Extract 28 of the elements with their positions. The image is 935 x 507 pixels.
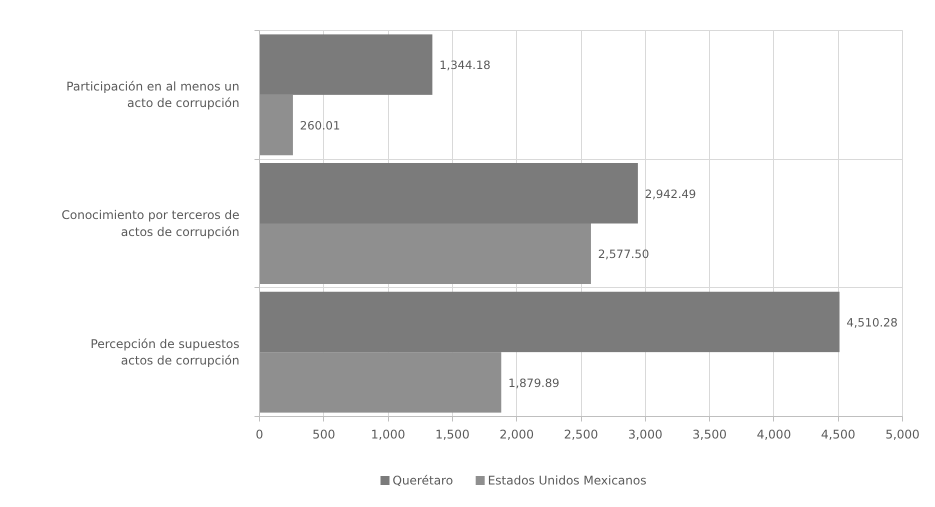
y-tick-label: Conocimiento por terceros de actos de corrupción <box>62 208 240 239</box>
x-tick-label: 1,500 <box>435 428 470 442</box>
bar <box>260 163 638 224</box>
x-tick-label: 5,000 <box>885 428 920 442</box>
bar <box>260 94 293 156</box>
y-tick-label: Participación en al menos un acto de corrupción <box>66 79 240 110</box>
data-label: 1,879.89 <box>508 376 560 390</box>
x-tick-label: 3,000 <box>628 428 662 442</box>
data-label: 4,510.28 <box>846 315 898 330</box>
x-tick-label: 500 <box>312 428 336 442</box>
data-label: 260.01 <box>300 118 340 133</box>
y-tick-label: Percepción de supuestos actos de corrupción <box>90 336 240 368</box>
legend-label: Querétaro <box>392 474 454 488</box>
x-tick-label: 2,500 <box>564 428 598 442</box>
x-tick-label: 1,000 <box>370 428 406 442</box>
bar <box>260 34 432 95</box>
legend-label: Estados Unidos Mexicanos <box>488 474 646 488</box>
data-label: 2,942.49 <box>644 186 696 201</box>
x-tick-label: 4,500 <box>821 428 856 442</box>
bar <box>260 352 502 413</box>
data-label: 1,344.18 <box>439 58 491 72</box>
bar <box>260 292 840 352</box>
x-tick-label: 2,000 <box>500 428 534 442</box>
x-tick-label: 4,000 <box>756 428 792 442</box>
bar <box>260 224 591 284</box>
x-tick-label: 0 <box>256 428 264 442</box>
data-label: 2,577.50 <box>598 247 650 262</box>
x-tick-label: 3,500 <box>692 428 727 442</box>
